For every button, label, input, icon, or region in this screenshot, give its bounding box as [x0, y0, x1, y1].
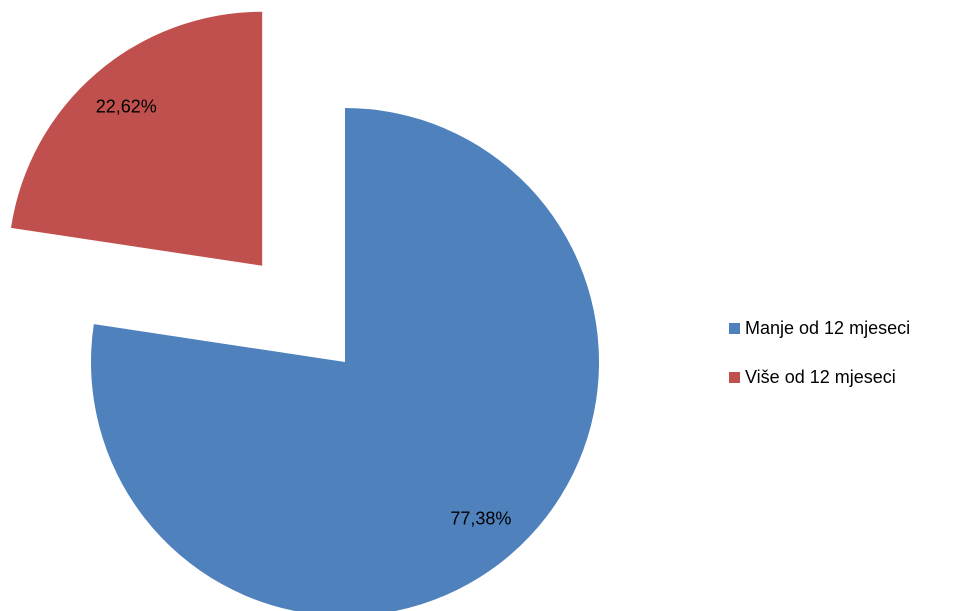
legend-label: Manje od 12 mjeseci [745, 318, 910, 338]
pie-slice [91, 108, 599, 611]
legend-label: Više od 12 mjeseci [745, 367, 896, 387]
pie-slice [10, 11, 263, 266]
data-label: 22,62% [96, 97, 157, 117]
legend-swatch [729, 323, 740, 334]
legend-swatch [729, 372, 740, 383]
data-label: 77,38% [450, 509, 511, 529]
